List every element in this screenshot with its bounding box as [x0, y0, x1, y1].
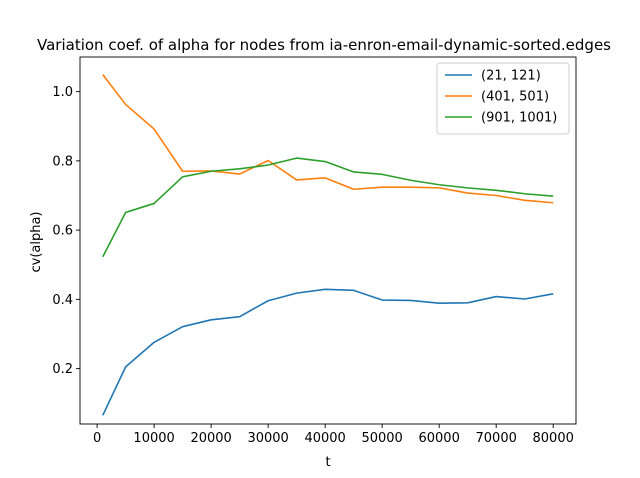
- series-line-3: [102, 157, 554, 258]
- legend-entry: (21, 121): [481, 69, 541, 84]
- x-tick-label: 20000: [190, 431, 231, 446]
- y-tick-label: 0.8: [52, 154, 73, 169]
- x-tick-label: 0: [93, 431, 101, 446]
- y-tick-label: 0.4: [52, 293, 73, 308]
- x-tick-label: 50000: [361, 431, 402, 446]
- legend-entry: (401, 501): [481, 90, 549, 105]
- series-line-1: [102, 288, 554, 416]
- legend-entry: (901, 1001): [481, 111, 557, 126]
- series-line-2: [102, 74, 554, 204]
- x-axis-label: t: [325, 455, 330, 470]
- x-tick-label: 60000: [418, 431, 459, 446]
- x-tick-label: 40000: [304, 431, 345, 446]
- axes-frame: [79, 56, 577, 425]
- y-tick-label: 0.2: [52, 362, 73, 377]
- x-tick-label: 80000: [533, 431, 574, 446]
- y-axis-label: cv(alpha): [29, 211, 44, 272]
- legend: (21, 121) (401, 501) (901, 1001): [436, 62, 570, 135]
- x-tick-label: 10000: [133, 431, 174, 446]
- x-tick-label: 30000: [247, 431, 288, 446]
- chart-title: Variation coef. of alpha for nodes from …: [37, 36, 611, 54]
- y-tick-label: 1.0: [52, 85, 73, 100]
- plot-area: 0 10000 20000 30000 40000 50000 60000 70000 8000…: [52, 56, 577, 446]
- x-tick-label: 70000: [476, 431, 517, 446]
- y-tick-label: 0.6: [52, 224, 73, 239]
